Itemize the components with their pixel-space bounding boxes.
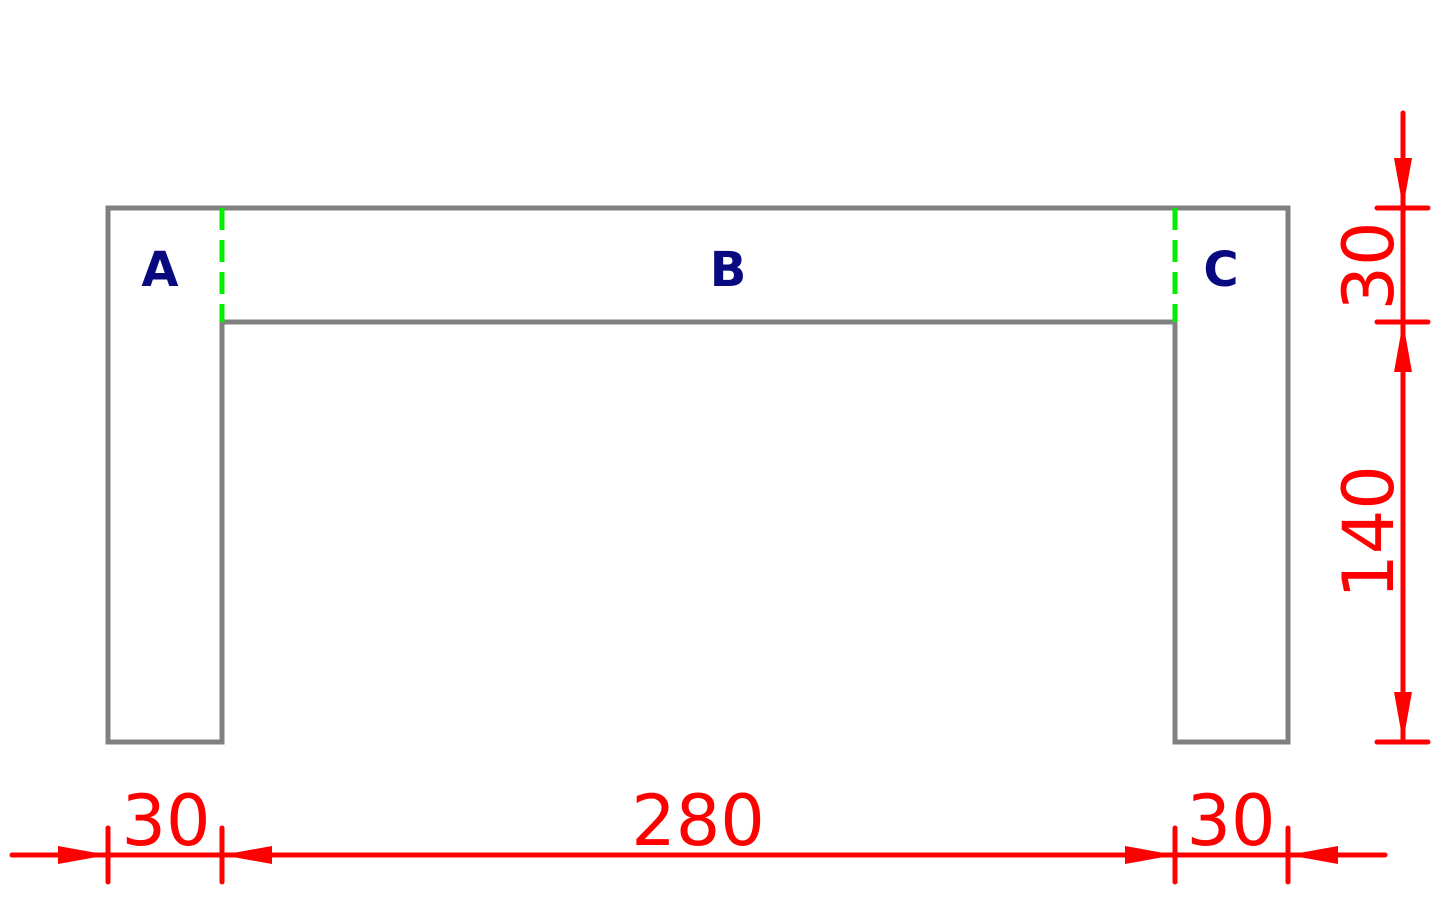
dimension-right-bottom: 140 xyxy=(1328,465,1410,599)
arrow-down-at-bottom xyxy=(1394,692,1412,742)
arrow-right-at-left-edge xyxy=(58,846,108,864)
right-dimension-chain: 30 140 xyxy=(1328,110,1431,745)
part-label-b: B xyxy=(710,242,747,298)
arrow-left-at-right-edge xyxy=(1288,846,1338,864)
dimension-bottom-right: 30 xyxy=(1186,780,1275,862)
part-label-a: A xyxy=(141,242,178,298)
dimension-bottom-middle: 280 xyxy=(631,780,765,862)
frame-outline xyxy=(105,205,1291,745)
dimension-right-top: 30 xyxy=(1328,221,1410,310)
arrow-up-at-middle xyxy=(1394,322,1412,372)
dimension-bottom-left: 30 xyxy=(121,780,210,862)
arrow-right-at-joint-right xyxy=(1125,846,1175,864)
arrow-down-at-top xyxy=(1394,158,1412,208)
part-label-c: C xyxy=(1203,242,1238,298)
bottom-dimension-chain: 30 280 30 xyxy=(9,780,1388,885)
arrow-left-at-joint-left xyxy=(222,846,272,864)
